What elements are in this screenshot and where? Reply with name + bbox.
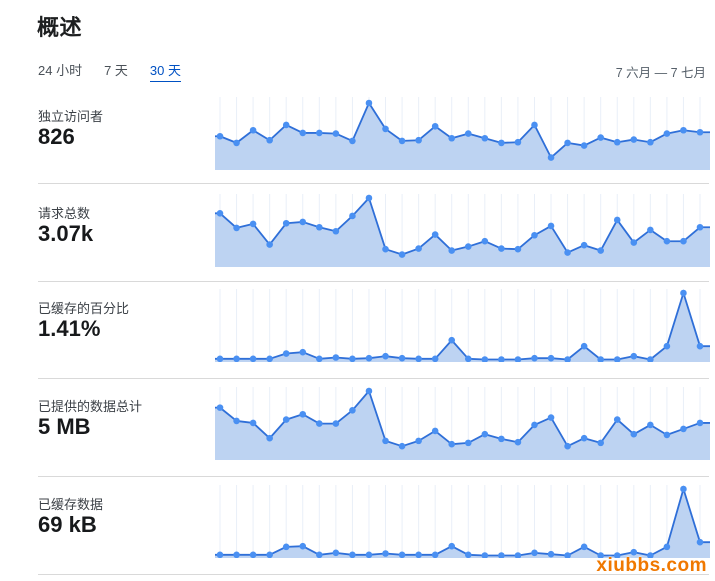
metric-label-total-data-served: 已提供的数据总计 [38, 399, 143, 414]
row-divider [38, 183, 709, 184]
metric-value-cached-data: 69 kB [38, 512, 97, 537]
metric-value-unique-visitors: 826 [38, 124, 75, 149]
page-title: 概述 [37, 15, 83, 40]
sparkline-chart-cached-data[interactable] [215, 485, 710, 558]
date-range-label: 7 六月 — 7 七月 [615, 66, 706, 80]
sparkline-chart-percent-cached[interactable] [215, 289, 710, 362]
row-divider [38, 574, 709, 575]
tab-30-days[interactable]: 30 天 [149, 60, 181, 82]
watermark: xiubbs.com [596, 555, 707, 576]
metric-value-percent-cached: 1.41% [38, 316, 101, 341]
tab-24-hours[interactable]: 24 小时 [38, 63, 83, 78]
metric-label-cached-data: 已缓存数据 [38, 497, 104, 512]
sparkline-chart-total-requests[interactable] [215, 194, 710, 267]
row-divider [38, 378, 709, 379]
sparkline-chart-total-data-served[interactable] [215, 387, 710, 460]
time-range-tabs: 24 小时 7 天 30 天 [38, 60, 181, 82]
row-divider [38, 476, 709, 477]
metric-label-unique-visitors: 独立访问者 [38, 109, 104, 124]
metric-label-percent-cached: 已缓存的百分比 [38, 301, 130, 316]
tab-7-days[interactable]: 7 天 [104, 63, 128, 78]
metric-value-total-data-served: 5 MB [38, 414, 91, 439]
sparkline-chart-unique-visitors[interactable] [215, 97, 710, 170]
metric-value-total-requests: 3.07k [38, 221, 94, 246]
metric-label-total-requests: 请求总数 [38, 206, 91, 221]
row-divider [38, 281, 709, 282]
